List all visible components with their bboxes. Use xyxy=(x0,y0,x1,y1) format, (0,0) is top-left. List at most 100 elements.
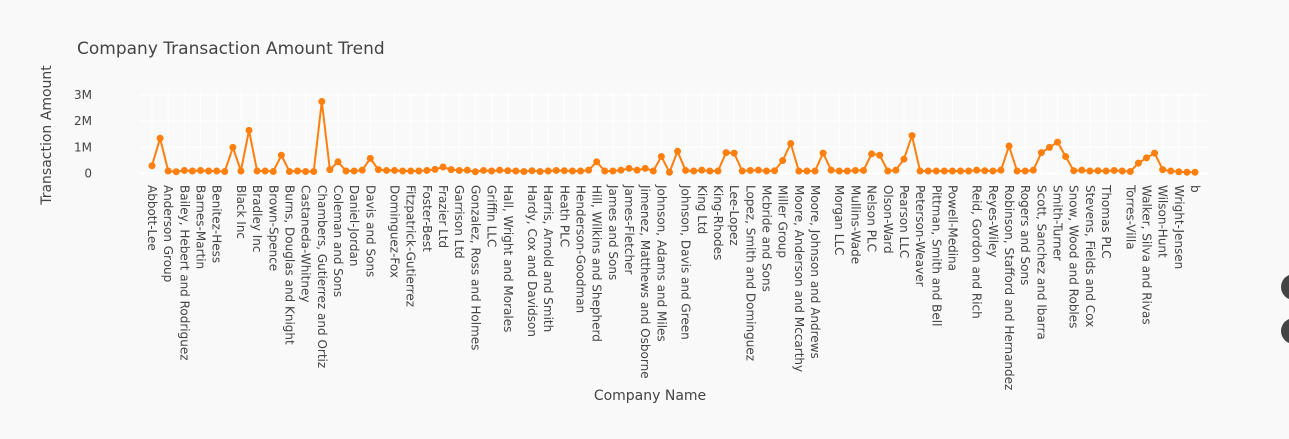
data-point xyxy=(229,143,237,151)
data-point xyxy=(1183,168,1191,176)
data-point xyxy=(940,167,948,175)
x-tick-label: Brown-Spence xyxy=(266,185,280,271)
data-point xyxy=(382,166,390,174)
x-tick-label: Hill, Wilkins and Shepherd xyxy=(590,185,604,342)
data-point xyxy=(1054,138,1062,146)
data-point xyxy=(989,167,997,175)
data-point xyxy=(1102,167,1110,175)
data-point xyxy=(738,167,746,175)
data-point xyxy=(334,158,342,166)
data-point xyxy=(471,168,479,176)
data-point xyxy=(479,166,487,174)
data-point xyxy=(496,166,504,174)
x-tick-label: Smith-Turner xyxy=(1051,185,1065,261)
data-point xyxy=(674,147,682,155)
y-tick-label: 1M xyxy=(74,140,92,154)
x-tick-label: Bradley Inc xyxy=(250,185,264,253)
data-point xyxy=(180,166,188,174)
chart-title: Company Transaction Amount Trend xyxy=(77,39,385,59)
x-tick-label: Johnson, Davis and Green xyxy=(679,184,693,340)
data-point xyxy=(682,166,690,174)
data-point xyxy=(1086,167,1094,175)
x-tick-label: Reyes-Wiley xyxy=(986,185,1000,258)
scroll-down-button[interactable] xyxy=(1281,318,1289,344)
data-point xyxy=(1029,166,1037,174)
data-point xyxy=(310,167,318,175)
data-point xyxy=(657,153,665,161)
data-point xyxy=(302,167,310,175)
x-tick-label: Miller Group xyxy=(776,185,790,258)
data-point xyxy=(544,167,552,175)
data-point xyxy=(835,167,843,175)
data-point xyxy=(827,166,835,174)
data-point xyxy=(811,167,819,175)
data-point xyxy=(245,126,253,134)
x-tick-label: Garrison Ltd xyxy=(452,185,466,259)
x-tick-label: Fitzpatrick-Gutierrez xyxy=(404,185,418,307)
data-point xyxy=(1142,154,1150,162)
data-point xyxy=(698,166,706,174)
data-point xyxy=(568,167,576,175)
x-tick-label: Wilson-Hunt xyxy=(1156,185,1170,258)
data-point xyxy=(981,167,989,175)
x-tick-label: Dominguez-Fox xyxy=(388,185,402,278)
data-point xyxy=(1134,159,1142,167)
data-point xyxy=(423,166,431,174)
x-tick-label: Peterson-Weaver xyxy=(913,185,927,287)
grid-lines xyxy=(139,91,1208,177)
data-point xyxy=(358,166,366,174)
x-tick-label: Torres-Villa xyxy=(1123,184,1137,250)
data-point xyxy=(762,167,770,175)
data-point xyxy=(633,166,641,174)
data-point xyxy=(463,166,471,174)
data-point xyxy=(326,166,334,174)
data-point xyxy=(884,167,892,175)
data-point xyxy=(997,166,1005,174)
x-tick-label: King-Rhodes xyxy=(711,185,725,260)
y-tick-label: 2M xyxy=(74,114,92,128)
data-point xyxy=(205,167,213,175)
data-point xyxy=(665,168,673,176)
x-tick-label: Henderson-Goodman xyxy=(574,185,588,313)
data-point xyxy=(1037,149,1045,157)
data-point xyxy=(746,166,754,174)
data-point xyxy=(1070,167,1078,175)
data-point xyxy=(1167,167,1175,175)
data-point xyxy=(1126,167,1134,175)
data-point xyxy=(1078,166,1086,174)
data-point xyxy=(407,167,415,175)
x-tick-label: Mullins-Wade xyxy=(848,185,862,264)
x-tick-label: Wright-Jensen xyxy=(1172,185,1186,269)
scroll-up-button[interactable] xyxy=(1281,274,1289,300)
x-tick-label: Foster-Best xyxy=(420,185,434,252)
data-point xyxy=(164,167,172,175)
x-axis-title: Company Name xyxy=(594,388,706,404)
x-tick-label: Barnes-Martin xyxy=(194,185,208,269)
x-tick-label: Bailey, Hebert and Rodriguez xyxy=(177,185,191,361)
data-point xyxy=(1175,168,1183,176)
data-point xyxy=(488,167,496,175)
x-tick-label: James and Sons xyxy=(606,184,620,280)
x-tick-label: Olson-Ward xyxy=(881,185,895,254)
data-point xyxy=(285,167,293,175)
x-tick-label: Frazier Ltd xyxy=(436,185,450,248)
data-point xyxy=(617,166,625,174)
data-point xyxy=(577,167,585,175)
x-tick-label: Nelson PLC xyxy=(865,185,879,252)
x-tick-label: Pittman, Smith and Bell xyxy=(929,185,943,326)
data-point xyxy=(253,167,261,175)
data-point xyxy=(803,167,811,175)
x-tick-label: Lopez, Smith and Dominguez xyxy=(743,185,757,361)
data-point xyxy=(900,155,908,163)
data-point xyxy=(391,166,399,174)
x-tick-label: Snow, Wood and Robles xyxy=(1067,185,1081,328)
x-tick-label: Harris, Arnold and Smith xyxy=(541,185,555,332)
y-tick-label: 3M xyxy=(74,88,92,102)
data-point xyxy=(1013,167,1021,175)
series-points xyxy=(148,97,1199,176)
x-tick-label: Johnson, Adams and Miles xyxy=(654,184,668,342)
data-point xyxy=(965,167,973,175)
x-tick-label: Thomas PLC xyxy=(1099,184,1113,259)
data-point xyxy=(1159,166,1167,174)
